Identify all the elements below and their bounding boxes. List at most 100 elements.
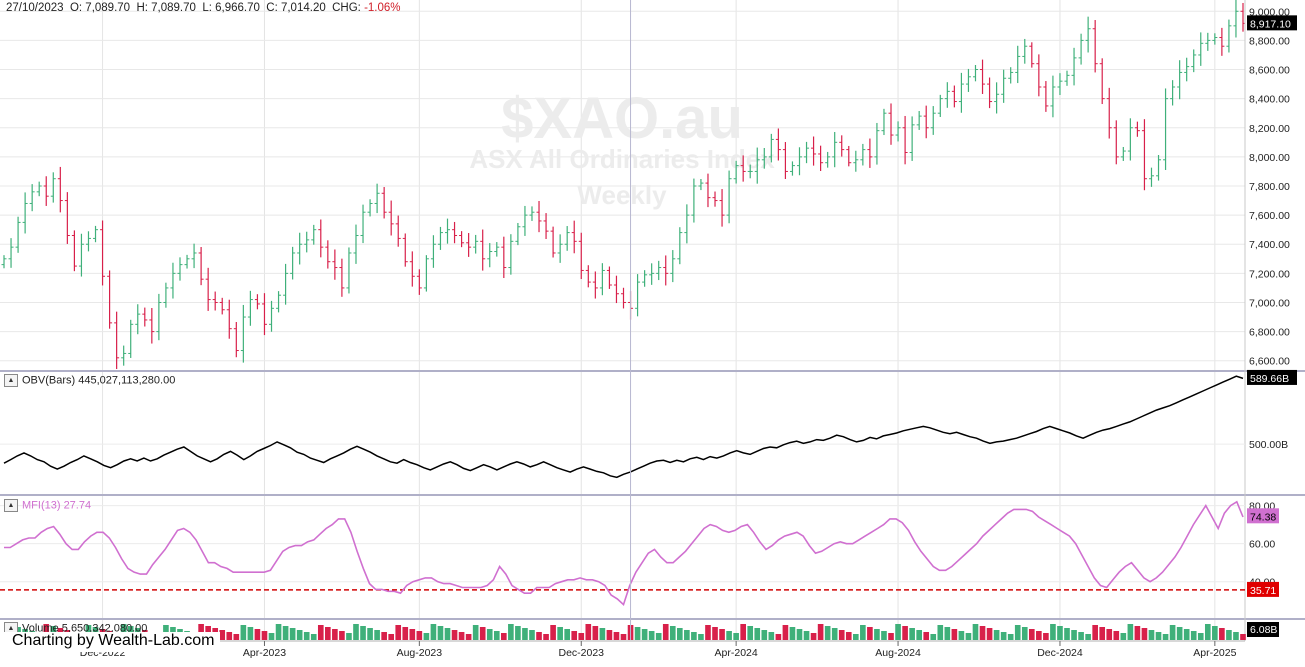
volume-bar <box>550 625 556 640</box>
volume-bar <box>1085 634 1091 640</box>
volume-bar <box>789 627 796 640</box>
volume-bar <box>1141 628 1148 640</box>
volume-bar <box>831 628 838 640</box>
open-label: O: <box>69 2 83 14</box>
volume-bar <box>564 629 570 640</box>
high-label: H: <box>136 2 148 14</box>
volume-bar <box>1036 631 1042 640</box>
volume-bar <box>951 629 958 640</box>
volume-bar <box>388 634 395 640</box>
volume-bar <box>1226 630 1232 640</box>
volume-bar <box>571 631 578 640</box>
volume-bar <box>867 627 873 640</box>
x-tick-label: Apr-2023 <box>243 647 286 659</box>
volume-bar <box>1057 626 1063 640</box>
obv-last-badge <box>1247 369 1297 385</box>
volume-bar <box>613 632 620 640</box>
price-tick-label: 8,800.00 <box>1249 35 1290 47</box>
volume-bar <box>268 633 275 640</box>
price-tick-label: 9,000.00 <box>1249 6 1290 18</box>
volume-bar <box>395 625 402 640</box>
volume-bar <box>691 632 697 640</box>
volume-bar <box>810 633 817 640</box>
volume-bar <box>332 629 338 640</box>
volume-bar <box>585 624 592 640</box>
volume-bar <box>754 628 761 640</box>
mfi-value: 27.74 <box>63 499 92 512</box>
volume-bar <box>310 634 317 640</box>
obv-collapse-button[interactable]: ▲ <box>4 374 18 387</box>
mfi-reference-label: 35.71 <box>1250 585 1276 597</box>
price-tick-label: 6,800.00 <box>1249 327 1290 339</box>
volume-bar <box>620 634 627 640</box>
volume-name: Volume <box>22 622 59 635</box>
watermark-name: ASX All Ordinaries Index <box>469 144 775 174</box>
mfi-last-label: 74.38 <box>1250 511 1276 523</box>
obv-value: 445,027,113,280.00 <box>78 374 176 387</box>
volume-bar <box>888 633 894 640</box>
volume-bar <box>761 630 768 640</box>
volume-bar <box>1190 631 1197 640</box>
volume-bar <box>416 631 423 640</box>
volume-bar <box>944 627 951 640</box>
watermark-symbol: $XAO.au <box>501 86 743 151</box>
volume-bar <box>606 630 613 640</box>
volume-bar <box>1197 633 1204 640</box>
volume-bar <box>712 627 718 640</box>
volume-bar <box>254 629 261 640</box>
volume-bar <box>1028 629 1035 640</box>
volume-bar <box>677 628 683 640</box>
volume-bar <box>1134 626 1141 640</box>
volume-bar <box>909 628 915 640</box>
volume-bar <box>1064 628 1070 640</box>
volume-bar <box>634 627 641 640</box>
volume-bar <box>684 630 690 640</box>
volume-bar <box>451 630 458 640</box>
volume-bar <box>860 625 866 640</box>
volume-bar <box>346 633 352 640</box>
volume-bar <box>486 629 493 640</box>
obv-name: OBV(Bars) <box>22 374 76 387</box>
volume-bar <box>726 631 732 640</box>
volume-bar <box>261 631 268 640</box>
volume-bar <box>1155 632 1162 640</box>
volume-bar <box>1176 627 1183 640</box>
volume-bar <box>1127 624 1134 640</box>
volume-bar <box>1000 632 1007 640</box>
volume-bar <box>472 625 479 640</box>
volume-bar <box>275 624 282 640</box>
obv-pane-label: ▲ OBV(Bars) 445,027,113,280.00 <box>4 374 175 387</box>
obv-line <box>3 375 1244 479</box>
volume-bar <box>1233 632 1239 640</box>
price-tick-label: 7,400.00 <box>1249 239 1290 251</box>
volume-bar <box>775 634 782 640</box>
volume-bar <box>1050 624 1056 640</box>
volume-bar <box>979 626 986 640</box>
mfi-collapse-button[interactable]: ▲ <box>4 499 18 512</box>
volume-bar <box>1071 630 1077 640</box>
ohlc-readout: 27/10/2023 O: 7,089.70 H: 7,089.70 L: 6,… <box>6 2 401 14</box>
volume-bar <box>423 633 430 640</box>
chg-value: -1.06% <box>364 2 401 14</box>
price-tick-label: 6,600.00 <box>1249 356 1290 368</box>
volume-bar <box>895 624 901 640</box>
volume-bar <box>296 630 303 640</box>
volume-bar <box>303 632 310 640</box>
volume-bar <box>360 626 366 640</box>
obv-tick-label: 500.00B <box>1249 439 1288 451</box>
volume-bar <box>325 627 331 640</box>
mfi-line <box>4 500 1244 607</box>
branding-label[interactable]: Charting by Wealth-Lab.com <box>0 632 221 652</box>
volume-last-label: 6.08B <box>1250 624 1277 636</box>
volume-bar <box>458 632 465 640</box>
price-last-label: 8,917.10 <box>1250 18 1291 30</box>
price-tick-label: 8,200.00 <box>1249 123 1290 135</box>
volume-bar <box>923 632 930 640</box>
volume-bar <box>1078 632 1084 640</box>
volume-bar <box>367 628 373 640</box>
volume-bar <box>669 626 676 640</box>
volume-bar <box>1148 630 1155 640</box>
volume-bar <box>852 634 859 640</box>
